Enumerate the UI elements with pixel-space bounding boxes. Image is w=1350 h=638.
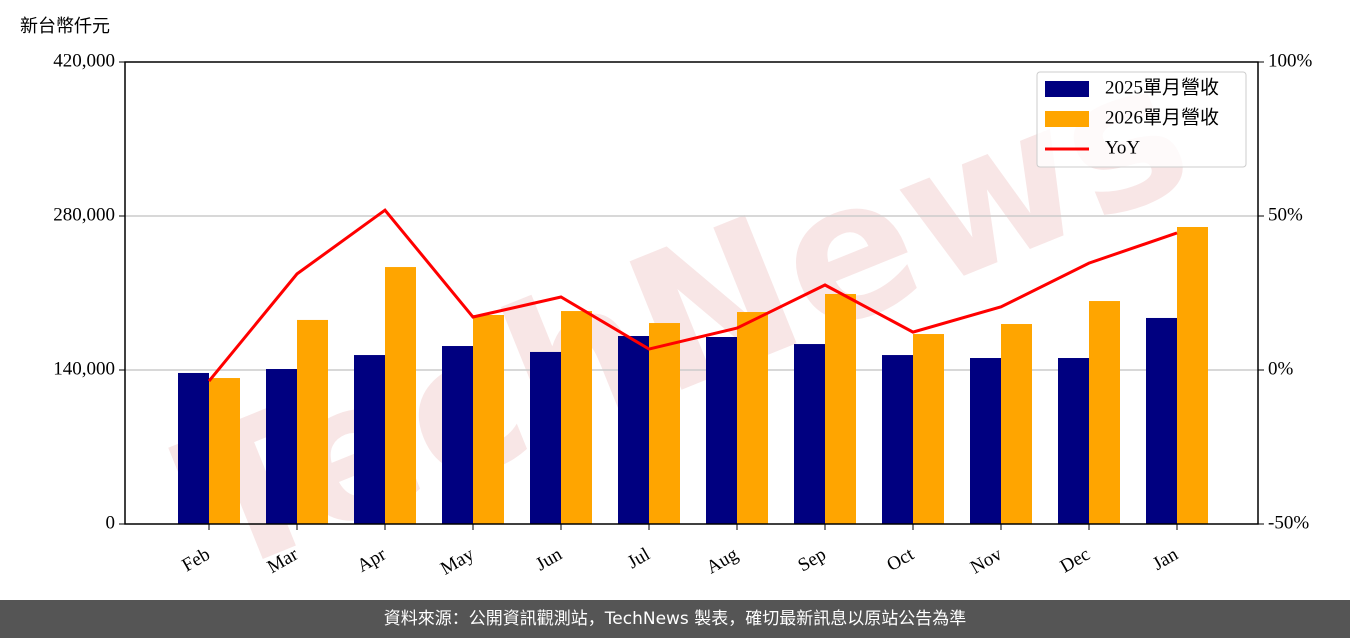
legend-swatch: [1045, 111, 1089, 127]
y-tick-label: 0: [106, 512, 116, 533]
bar: [794, 344, 825, 524]
y2-tick-label: -50%: [1268, 512, 1309, 533]
x-tick-label: Nov: [967, 544, 1006, 579]
x-tick-label: Jul: [624, 544, 654, 573]
legend-label: 2026單月營收: [1105, 106, 1219, 128]
bar: [1089, 301, 1120, 524]
x-tick-label: Sep: [794, 544, 829, 576]
bar: [266, 369, 297, 524]
bar: [1146, 317, 1177, 524]
y-tick-label: 420,000: [53, 50, 115, 71]
y-tick-label: 280,000: [53, 204, 115, 225]
bar: [1001, 324, 1032, 524]
bar: [297, 319, 328, 524]
bar: [970, 358, 1001, 524]
y2-tick-label: 50%: [1268, 204, 1303, 225]
plot-frame: [124, 61, 1259, 525]
legend-box: [1036, 71, 1247, 168]
bar: [354, 355, 385, 524]
legend-swatch: [1045, 81, 1089, 97]
y2-tick-label: 0%: [1268, 358, 1294, 379]
line: [207, 208, 1178, 383]
bar: [1058, 358, 1089, 524]
x-tick-label: Dec: [1057, 544, 1094, 577]
bar: [473, 315, 504, 524]
bar: [530, 351, 561, 524]
y2-tick-label: 100%: [1268, 50, 1313, 71]
x-tick-label: May: [437, 544, 478, 580]
bar: [561, 311, 592, 524]
bar: [209, 378, 240, 524]
bar: [385, 267, 416, 524]
bar: [825, 293, 856, 524]
bar: [706, 337, 737, 524]
bar: [618, 336, 649, 524]
chart: 新台幣仟元 TechNews 0140,000280,000420,000-50…: [20, 16, 1313, 600]
bar: [913, 334, 944, 524]
legend-label: YoY: [1105, 137, 1140, 158]
x-tick-label: Jan: [1149, 544, 1182, 575]
legend-label: 2025單月營收: [1105, 76, 1219, 98]
x-tick-label: Aug: [703, 544, 742, 579]
footer: 資料來源：公開資訊觀測站，TechNews 製表，確切最新訊息以原站公告為準: [0, 600, 1350, 638]
bar: [882, 355, 913, 524]
bar: [1177, 227, 1208, 524]
bar: [737, 312, 768, 524]
y-tick-label: 140,000: [53, 358, 115, 379]
y-axis-label: 新台幣仟元: [20, 16, 110, 37]
x-tick-label: Jun: [532, 544, 566, 576]
bar: [649, 323, 680, 524]
bar: [178, 372, 209, 524]
bar: [442, 346, 473, 524]
x-tick-label: Oct: [883, 544, 918, 576]
